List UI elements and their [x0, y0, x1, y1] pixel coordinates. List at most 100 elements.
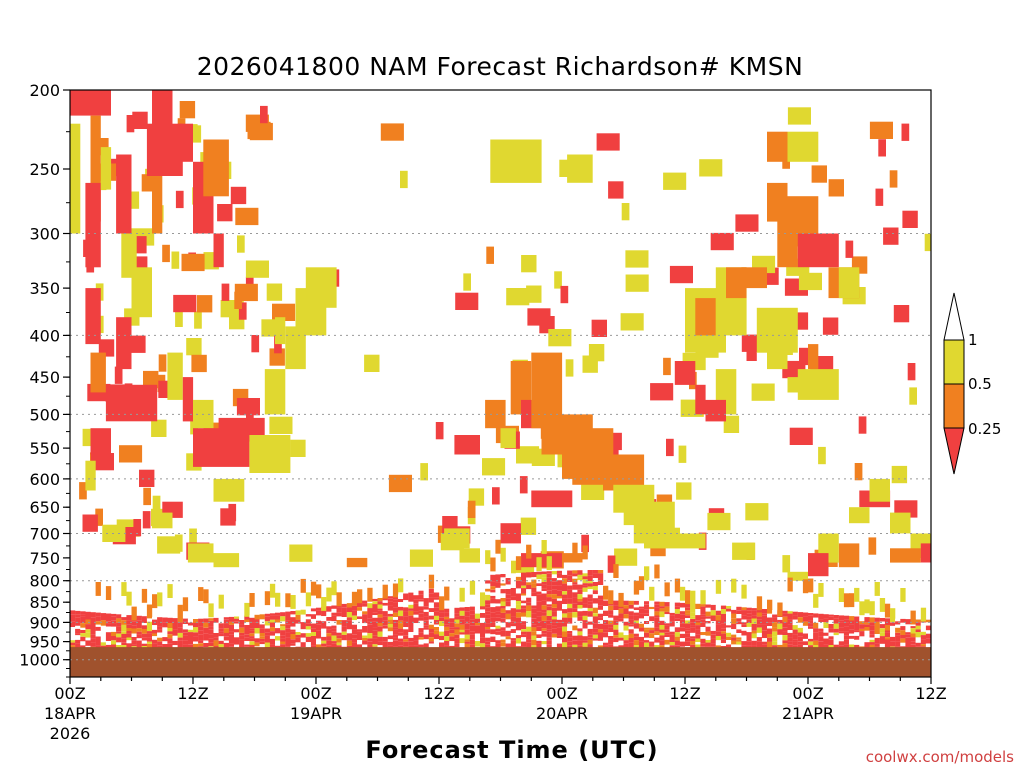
bl-band [392, 612, 399, 618]
ri-cell [828, 179, 844, 197]
bl-band [351, 624, 358, 630]
bl-band [228, 629, 235, 632]
bl-band [705, 640, 711, 643]
ri-cell [175, 309, 183, 327]
ri-cell [875, 188, 884, 206]
bl-band [515, 609, 522, 613]
bl-band [500, 593, 506, 598]
bl-band [751, 610, 757, 616]
bl-band [464, 643, 470, 648]
ri-cell [409, 549, 433, 567]
bl-band [505, 610, 511, 614]
bl-band [285, 637, 291, 642]
bl-band [362, 611, 368, 615]
bl-band [105, 616, 112, 622]
bl-band [746, 616, 752, 620]
bl-band [454, 616, 460, 620]
bl-band [141, 643, 148, 646]
bl-band [654, 642, 660, 646]
ri-cell [890, 512, 911, 534]
bl-fringe [700, 590, 706, 605]
bl-band [562, 591, 568, 595]
bl-band [782, 631, 788, 635]
bl-band [536, 571, 542, 575]
bl-band [587, 628, 593, 635]
bl-band [398, 606, 404, 611]
bl-band [249, 617, 255, 623]
bl-band [731, 613, 737, 619]
bl-band [136, 615, 142, 621]
ri-cell [901, 123, 910, 141]
bl-band [403, 607, 409, 612]
bl-band [905, 637, 911, 642]
ri-cell [581, 482, 605, 500]
bl-band [597, 588, 604, 594]
bl-band [823, 644, 829, 649]
bl-band [316, 640, 322, 645]
bl-band [751, 628, 757, 631]
bl-band [531, 583, 537, 588]
colorbar-segment [943, 339, 965, 385]
bl-band [526, 585, 532, 590]
bl-fringe [802, 579, 809, 594]
bl-band [218, 644, 224, 649]
bl-band [685, 630, 691, 634]
ri-cell [787, 131, 819, 162]
bl-band [556, 622, 563, 628]
ri-cell [500, 523, 521, 544]
bl-band [305, 642, 312, 647]
bl-band [526, 626, 532, 632]
bl-band [213, 628, 219, 634]
ri-cell [548, 329, 572, 347]
bl-band [500, 589, 506, 594]
bl-band [346, 607, 353, 612]
bl-band [357, 607, 363, 611]
bl-fringe [900, 588, 906, 602]
bl-band [767, 626, 773, 629]
bl-band [618, 608, 624, 614]
bl-band [690, 612, 696, 617]
bl-band [290, 621, 296, 627]
bl-band [505, 578, 511, 582]
bl-band [920, 644, 927, 647]
bl-band [526, 580, 532, 583]
bl-band [213, 633, 219, 638]
bl-band [700, 606, 706, 612]
bl-band [854, 632, 860, 636]
credit-link[interactable]: coolwx.com/models [866, 748, 1014, 766]
bl-band [531, 618, 537, 625]
bl-band [208, 634, 214, 639]
bl-band [316, 638, 322, 641]
bl-band [259, 624, 265, 629]
bl-band [505, 598, 511, 602]
ri-cell [203, 139, 229, 197]
bl-band [254, 619, 260, 623]
bl-band [121, 638, 127, 643]
bl-band [828, 632, 834, 637]
bl-band [392, 622, 399, 628]
bl-band [531, 579, 537, 584]
bl-band [597, 620, 604, 624]
bl-band [787, 644, 793, 649]
bl-band [526, 642, 532, 646]
ri-cell [196, 295, 213, 313]
bl-band [177, 637, 183, 641]
bl-band [669, 612, 675, 616]
bl-band [372, 601, 378, 605]
bl-band [505, 582, 511, 585]
bl-band [121, 614, 127, 618]
bl-band [439, 617, 445, 622]
y-tick-label: 200 [29, 81, 60, 100]
bl-band [562, 626, 568, 632]
ri-cell [924, 233, 931, 252]
bl-band [392, 619, 399, 623]
bl-band [531, 627, 537, 632]
bl-fringe [182, 597, 189, 612]
bl-band [111, 631, 117, 637]
bl-band [449, 608, 455, 614]
bl-fringe [336, 592, 342, 607]
bl-band [223, 623, 230, 629]
bl-band [428, 608, 435, 612]
bl-band [664, 623, 670, 626]
bl-band [818, 613, 824, 620]
